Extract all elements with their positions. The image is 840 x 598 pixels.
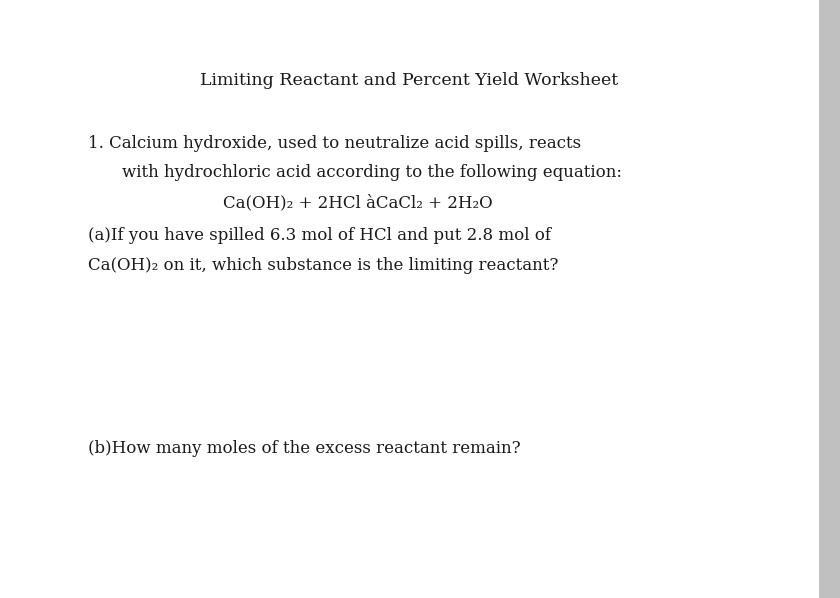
Text: 1. Calcium hydroxide, used to neutralize acid spills, reacts: 1. Calcium hydroxide, used to neutralize… — [88, 135, 581, 151]
Text: (a)If you have spilled 6.3 mol of HCl and put 2.8 mol of: (a)If you have spilled 6.3 mol of HCl an… — [88, 227, 551, 244]
Text: Ca(OH)₂ on it, which substance is the limiting reactant?: Ca(OH)₂ on it, which substance is the li… — [88, 257, 559, 274]
Text: with hydrochloric acid according to the following equation:: with hydrochloric acid according to the … — [122, 164, 622, 181]
Text: Limiting Reactant and Percent Yield Worksheet: Limiting Reactant and Percent Yield Work… — [201, 72, 618, 89]
Text: (b)How many moles of the excess reactant remain?: (b)How many moles of the excess reactant… — [88, 440, 521, 456]
Bar — [819, 0, 840, 598]
Text: Ca(OH)₂ + 2HCl àCaCl₂ + 2H₂O: Ca(OH)₂ + 2HCl àCaCl₂ + 2H₂O — [223, 194, 492, 211]
